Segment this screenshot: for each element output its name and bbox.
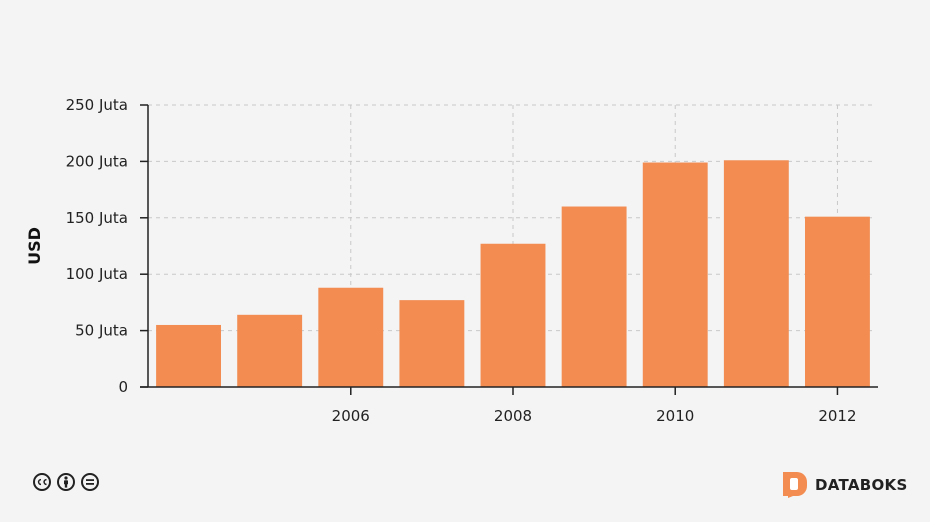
- no-derivatives-icon[interactable]: [81, 473, 99, 491]
- bar-2012[interactable]: [805, 216, 870, 387]
- bar-2010[interactable]: [642, 162, 708, 387]
- creative-commons-icon[interactable]: [33, 473, 51, 491]
- bar-2006[interactable]: [318, 287, 384, 387]
- x-tick-label: 2010: [656, 407, 694, 425]
- bar-2011[interactable]: [723, 160, 789, 387]
- bars: [156, 160, 870, 387]
- y-axis-title: USD: [25, 227, 44, 265]
- axes: [140, 105, 878, 388]
- x-tick-label: 2012: [818, 407, 856, 425]
- y-tick-label: 250 Juta: [66, 96, 128, 114]
- bar-2004[interactable]: [156, 324, 221, 387]
- y-tick-label: 0: [118, 378, 128, 396]
- x-tick-label: 2008: [494, 407, 532, 425]
- y-tick-label: 200 Juta: [66, 152, 128, 170]
- attribution-icon[interactable]: [57, 473, 75, 491]
- databoks-brand[interactable]: DATABOKS: [783, 472, 908, 498]
- y-tick-labels: 0 50 Juta 100 Juta 150 Juta 200 Juta 250 Juta: [66, 96, 128, 396]
- brand-name: DATABOKS: [815, 476, 908, 494]
- databoks-logo-icon: [783, 472, 807, 498]
- y-tick-label: 150 Juta: [66, 209, 128, 227]
- bar-2007[interactable]: [399, 300, 465, 387]
- bar-2008[interactable]: [480, 243, 546, 387]
- x-tick-labels: 2006 2008 2010 2012: [332, 407, 857, 425]
- x-tick-label: 2006: [332, 407, 370, 425]
- y-tick-label: 50 Juta: [75, 322, 128, 340]
- y-tick-label: 100 Juta: [66, 265, 128, 283]
- license-icons: [33, 473, 99, 491]
- bar-2009[interactable]: [561, 206, 627, 387]
- bar-2005[interactable]: [237, 314, 303, 387]
